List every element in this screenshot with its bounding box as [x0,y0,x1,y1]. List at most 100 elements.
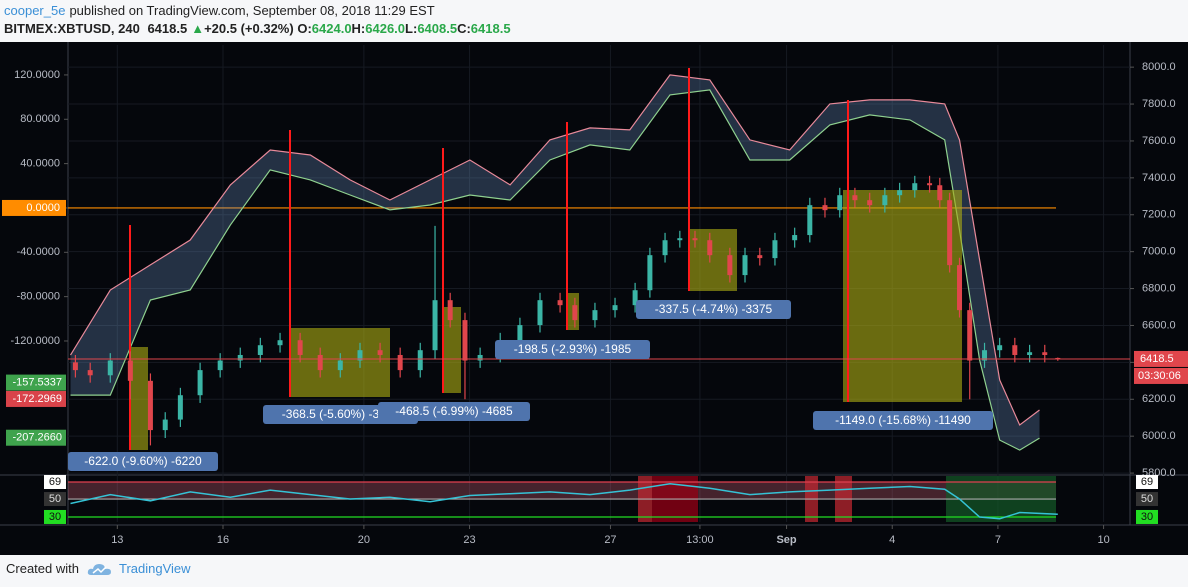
candle-body [217,360,223,371]
measure-label: -622.0 (-9.60%) -6220 [84,454,202,468]
measure-label-box [813,411,993,430]
published: published on TradingView.com, September … [69,3,435,18]
candle-body [967,310,973,361]
left-marker-box [6,390,66,407]
candle-body [1012,345,1018,355]
measure-box [444,307,461,393]
candle-body [937,185,943,201]
y-tick-label: 0.0000 [26,202,60,214]
y2-tick-label: 7000.0 [1142,246,1176,258]
ohlc-key: O: [297,21,312,36]
candle-body [462,320,468,361]
publish-line: cooper_5e published on TradingView.com, S… [4,2,511,20]
y-tick-label: 30 [49,511,61,523]
cloud-icon [87,563,111,575]
measure-label: -1149.0 (-15.68%) -11490 [835,413,971,427]
candle-body [882,195,888,206]
candle-body [982,350,988,361]
rsi-tick-box [1136,492,1158,507]
y-tick-label: 120.0000 [14,69,60,81]
band-lower [70,89,1040,451]
candle-body [317,354,323,371]
candle-body [677,238,683,241]
ohlc-value: 6408.5 [417,21,458,36]
x-tick-label: 20 [358,534,370,546]
last-price: 6418.5 [147,21,188,36]
candle-body [792,235,798,241]
rsi-tick-box [44,475,66,490]
measure-label: -337.5 (-4.74%) -3375 [655,302,773,316]
candle-body [572,305,578,321]
band-upper [69,74,1040,426]
candle-body [867,200,873,206]
left-marker-label: -172.2969 [12,393,62,405]
candle-body [647,255,653,291]
created-with: Created with [6,561,79,576]
candle-body [632,290,638,306]
countdown-box [1134,367,1188,384]
candle-body [297,340,303,355]
y-tick-highlight [2,199,66,216]
candle-body [927,183,933,186]
x-tick-label: 16 [217,534,229,546]
candle-body [947,200,953,266]
candle-body [837,195,843,211]
ohlc-key: H: [351,21,366,36]
candle-body [277,340,283,346]
y2-tick-label: 6800.0 [1142,282,1176,294]
candle-body [757,255,763,259]
ohlc-value: 6424.0 [311,21,352,36]
band-fill [70,74,1040,451]
ohlc-key: L: [405,21,418,36]
candle-body [1027,352,1033,355]
candle-body [107,360,113,376]
ohlc-value: 6426.0 [365,21,406,36]
candle-body [397,354,403,371]
candle-body [807,205,813,236]
candle-body [997,345,1003,351]
x-tick-label: 10 [1097,534,1109,546]
candle-body [177,395,183,420]
candle-body [197,370,203,396]
candle-body [87,370,93,376]
y2-tick-label: 8000.0 [1142,61,1176,73]
measure-box [130,347,148,450]
measure-label: -468.5 (-6.99%) -4685 [395,404,513,418]
candle-body [257,345,263,355]
measure-label-box [495,340,650,359]
measure-label-box [68,452,218,471]
candle-body [662,240,668,256]
candle-body [822,205,828,211]
candle-body [692,238,698,241]
measure-box [843,190,962,402]
candle-body [742,255,748,276]
candle-body [517,325,523,341]
measure-label-box [378,402,530,421]
candle-body [592,310,598,321]
candle-body [707,240,713,256]
candle-body [162,419,168,431]
ohlc-value: 6418.5 [470,21,511,36]
candle-body [957,265,963,311]
candle-body [537,300,543,326]
countdown: 03:30:06 [1138,370,1181,382]
x-tick-label: 27 [604,534,616,546]
left-marker-box [6,429,66,446]
candle-body [337,360,343,371]
y2-tick-label: 7600.0 [1142,135,1176,147]
y2-tick-label: 6600.0 [1142,319,1176,331]
candle-body [852,195,858,201]
candle-body [357,350,363,361]
last-price-label: 6418.5 [1140,353,1174,365]
rsi-tick-box [44,509,66,524]
ohlc-key: C: [457,21,471,36]
candle-body [237,354,243,361]
measure-label: -368.5 (-5.60%) -3685 [282,407,400,421]
change: +20.5 (+0.32%) [204,21,294,36]
candle-body [147,380,153,431]
candle-body [72,362,78,371]
y-tick-label: 50 [49,493,61,505]
author: cooper_5e [4,3,66,18]
x-tick-label: 13 [111,534,123,546]
